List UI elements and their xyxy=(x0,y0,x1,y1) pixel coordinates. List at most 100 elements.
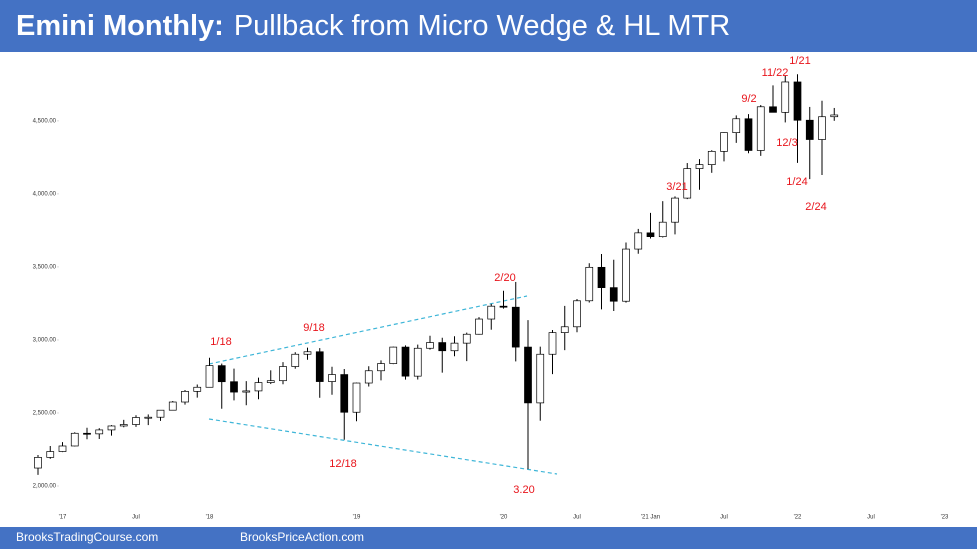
candle-body xyxy=(279,366,287,382)
candle-body xyxy=(609,287,618,302)
candle-body xyxy=(756,106,765,151)
candle-body xyxy=(70,432,79,447)
x-tick-label: '23 xyxy=(941,515,949,521)
candle-body xyxy=(658,221,667,238)
candle-body xyxy=(499,305,508,308)
y-tick-label: 3,500.00 xyxy=(33,264,57,270)
candle-body xyxy=(303,351,312,355)
annotation: 9/2 xyxy=(741,93,756,105)
candle-body xyxy=(830,114,839,118)
candle-body xyxy=(634,232,643,250)
candle-body xyxy=(107,425,116,431)
candle-body xyxy=(683,168,692,199)
footer-bar xyxy=(0,527,977,549)
candle-body xyxy=(548,332,557,355)
candle-body xyxy=(597,266,606,288)
annotation: 12/18 xyxy=(329,458,357,470)
x-tick-label: '20 xyxy=(500,515,508,521)
x-tick-label: Jul xyxy=(573,515,581,521)
x-tick-label: Jul xyxy=(867,515,875,521)
candle-body xyxy=(646,232,655,238)
candle-body xyxy=(401,346,410,377)
wedge-lower xyxy=(208,418,558,475)
candle-body xyxy=(328,374,336,382)
candle-body xyxy=(573,300,581,328)
candle-body xyxy=(230,381,238,393)
candle-body xyxy=(793,81,802,121)
candle-body xyxy=(181,391,189,403)
candle-body xyxy=(217,365,226,383)
candle-body xyxy=(340,374,349,413)
candle-body xyxy=(58,445,67,452)
candle-body xyxy=(144,416,153,419)
candle-body xyxy=(291,353,300,367)
candle-body xyxy=(193,386,202,392)
y-tick-label: 2,000.00 xyxy=(33,484,57,490)
candle-body xyxy=(450,342,459,352)
candle-body xyxy=(524,346,532,404)
candle-body xyxy=(536,353,545,404)
candle-body xyxy=(413,347,422,377)
candle-body xyxy=(769,106,777,113)
wedge-upper xyxy=(208,295,528,365)
candle-body xyxy=(426,342,434,349)
y-tick-label: 3,000.00 xyxy=(33,338,57,344)
candle-body xyxy=(438,342,447,352)
x-tick-label: '18 xyxy=(206,515,214,521)
candle-body xyxy=(720,132,728,152)
annotation: 3/21 xyxy=(666,181,687,193)
header-bar xyxy=(0,0,977,52)
annotation: 3.20 xyxy=(513,484,534,496)
candle-body xyxy=(205,365,214,388)
title: Emini Monthly: Pullback from Micro Wedge … xyxy=(16,10,730,42)
annotation: 11/22 xyxy=(762,67,789,79)
candle-body xyxy=(119,424,128,427)
y-tick-label: 4,500.00 xyxy=(33,118,57,124)
candle-body xyxy=(818,116,826,140)
annotation: 2/20 xyxy=(494,272,515,284)
candle-body xyxy=(462,333,471,344)
candle-body xyxy=(487,305,496,320)
x-tick-label: Jul xyxy=(132,515,140,521)
annotation: 1/21 xyxy=(789,55,810,67)
candle-body xyxy=(732,118,741,133)
y-tick-label: 2,500.00 xyxy=(33,411,57,417)
candle-body xyxy=(34,457,42,469)
footer-right: BrooksPriceAction.com xyxy=(240,530,364,544)
candle-body xyxy=(744,118,753,151)
candle-body xyxy=(132,417,140,425)
candle-body xyxy=(352,382,361,413)
y-tick-label: 4,000.00 xyxy=(33,191,57,197)
candle-body xyxy=(315,351,324,382)
annotation: 1/24 xyxy=(786,176,807,188)
title-rest: Pullback from Micro Wedge & HL MTR xyxy=(234,10,730,42)
title-bold: Emini Monthly: xyxy=(16,10,224,42)
annotation: 12/3 xyxy=(776,137,797,149)
annotation: 9/18 xyxy=(303,322,324,334)
candle-body xyxy=(671,197,679,223)
candle-body xyxy=(266,380,275,383)
candle-body xyxy=(475,318,483,335)
x-tick-label: '22 xyxy=(794,515,802,521)
candle-body xyxy=(95,429,104,435)
candle-body xyxy=(560,326,569,333)
candle-body xyxy=(156,409,165,418)
candle-body xyxy=(781,81,790,113)
candle-body xyxy=(585,266,594,302)
annotation: 2/24 xyxy=(805,201,826,213)
candle-body xyxy=(707,150,716,165)
x-tick-label: Jul xyxy=(720,515,728,521)
footer-left: BrooksTradingCourse.com xyxy=(16,530,158,544)
x-tick-label: '19 xyxy=(353,515,361,521)
candle-body xyxy=(364,370,373,384)
candle-body xyxy=(695,164,704,169)
annotation: 1/18 xyxy=(210,336,231,348)
candle-body xyxy=(242,390,251,393)
candle-body xyxy=(389,346,398,364)
candle-body xyxy=(168,401,177,411)
x-tick-label: '17 xyxy=(59,515,67,521)
candle-body xyxy=(511,306,520,348)
candle-body xyxy=(83,432,91,435)
